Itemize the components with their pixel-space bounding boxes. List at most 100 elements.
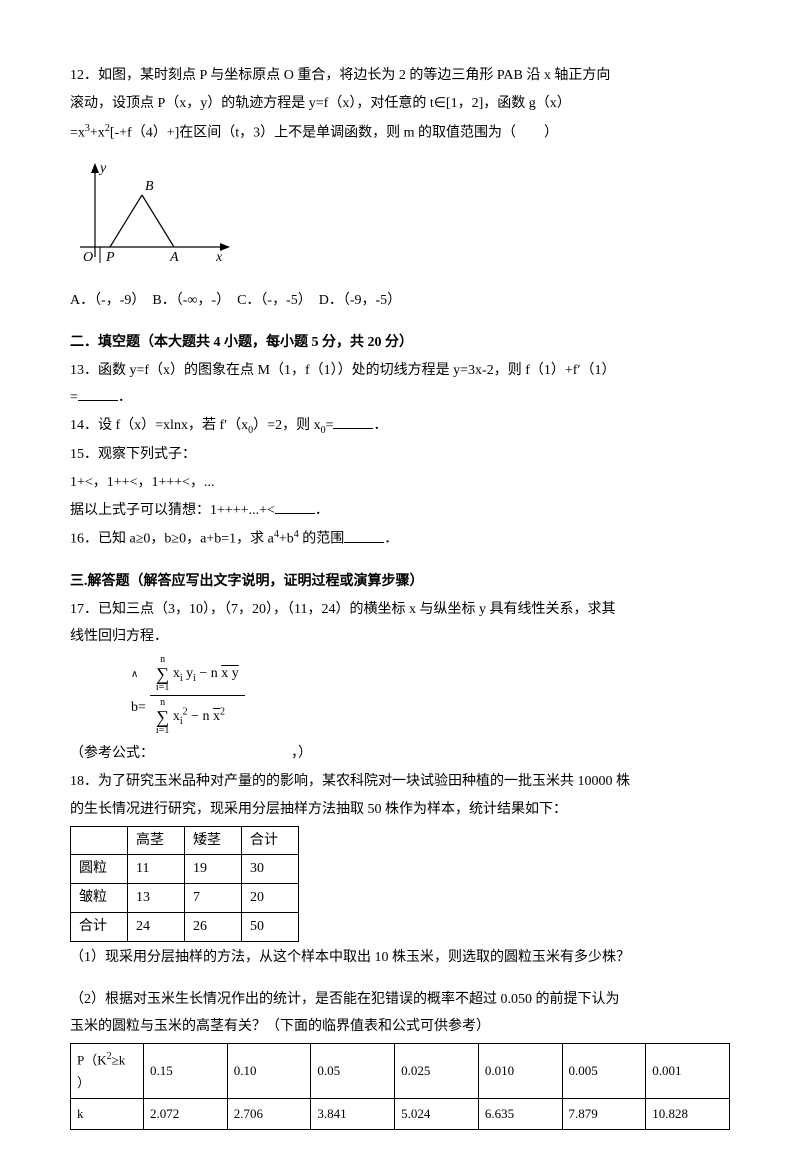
q12-l3-a: =x [70,125,85,140]
crit-c1: 0.15 [144,1044,228,1099]
sub-i1: i [180,673,183,684]
table-row: k 2.072 2.706 3.841 5.024 6.635 7.879 10… [71,1098,730,1129]
crit-c5: 0.010 [478,1044,562,1099]
q17-formula: ∧ b= n ∑ i=1 xi yi − n x y n ∑ i= [130,655,730,736]
crit-h1a: P（K [77,1053,107,1068]
crit-h1b: ≥k [112,1053,126,1068]
cell-r3c1: 合计 [71,913,128,942]
crit-k5: 6.635 [478,1098,562,1129]
table-row: P（K2≥k） 0.15 0.10 0.05 0.025 0.010 0.005… [71,1044,730,1099]
q16-a: 16．已知 a≥0，b≥0，a+b=1，求 a [70,532,274,547]
num-minus: − n [199,666,217,681]
q15-line1: 15．观察下列式子： [70,443,730,467]
crit-c2: 0.10 [227,1044,311,1099]
q18-sample-table: 高茎 矮茎 合计 圆粒 11 19 30 皱粒 13 7 20 合计 24 26… [70,826,299,942]
cell-r2c2: 13 [128,884,185,913]
sub-i2: i [193,673,196,684]
cell-r1c4: 30 [242,855,299,884]
cell-r3c2: 24 [128,913,185,942]
q18-line2: 的生长情况进行研究，现采用分层抽样方法抽取 50 株作为样本，统计结果如下： [70,798,730,822]
crit-kh: k [71,1098,144,1129]
cell-r3c4: 50 [242,913,299,942]
crit-c3: 0.05 [311,1044,395,1099]
q12-stem-line3: =x3+x2[-+f（4）+]在区间（t，3）上不是单调函数，则 m 的取值范围… [70,120,730,145]
sum-sigma-1: ∑ [156,665,169,683]
table-row: 合计 24 26 50 [71,913,299,942]
cell-h3: 矮茎 [185,826,242,855]
crit-h1c: ） [77,1075,90,1090]
x-axis-label: x [215,250,223,265]
origin-label: O [83,250,93,265]
point-p-label: P [105,250,115,265]
crit-c4: 0.025 [395,1044,479,1099]
point-b-label: B [145,179,154,194]
q15-line2: 1+<，1++<，1+++<，... [70,471,730,495]
q18-line1: 18．为了研究玉米品种对产量的的影响，某农科院对一块试验田种植的一批玉米共 10… [70,770,730,794]
cell-r2c1: 皱粒 [71,884,128,913]
den-xbar: x [213,709,220,724]
q16-c: 的范围 [299,532,345,547]
q12-stem-line1: 12．如图，某时刻点 P 与坐标原点 O 重合，将边长为 2 的等边三角形 PA… [70,64,730,88]
den-minus: − n [191,709,209,724]
exp-2b: 2 [183,707,188,718]
table-row: 皱粒 13 7 20 [71,884,299,913]
crit-c6: 0.005 [562,1044,646,1099]
critical-value-table: P（K2≥k） 0.15 0.10 0.05 0.025 0.010 0.005… [70,1043,730,1130]
q13-period: ． [118,390,132,405]
q16-line: 16．已知 a≥0，b≥0，a+b=1，求 a4+b4 的范围． [70,526,730,551]
table-row: 圆粒 11 19 30 [71,855,299,884]
q16-d: ． [384,532,398,547]
crit-h1: P（K2≥k） [71,1044,144,1099]
q13-line1: 13．函数 y=f（x）的图象在点 M（1，f（1））处的切线方程是 y=3x-… [70,359,730,383]
num-xybar: x y [221,666,239,681]
cell-r2c3: 7 [185,884,242,913]
cell-r1c3: 19 [185,855,242,884]
formula-lhs: b= [131,700,146,715]
q17-line1: 17．已知三点（3，10），（7，20），（11，24）的横坐标 x 与纵坐标 … [70,598,730,622]
q16-b: +b [279,532,294,547]
q14-c: = [326,418,334,433]
cell-h2: 高茎 [128,826,185,855]
table-row: 高茎 矮茎 合计 [71,826,299,855]
q13-line2: =． [70,386,730,410]
cell-h1 [71,826,128,855]
q18-p2a: （2）根据对玉米生长情况作出的统计，是否能在犯错误的概率不超过 0.050 的前… [70,988,730,1012]
cell-r1c1: 圆粒 [71,855,128,884]
crit-k1: 2.072 [144,1098,228,1129]
q14-b: ）=2，则 x [253,418,320,433]
exp-2c: 2 [220,707,225,718]
sum-sigma-2: ∑ [156,708,169,726]
crit-k3: 3.841 [311,1098,395,1129]
section3-title: 三.解答题（解答应写出文字说明，证明过程或演算步骤） [70,570,730,594]
q12-l3-b: +x [90,125,105,140]
cell-r2c4: 20 [242,884,299,913]
q15-l3b: ． [315,503,329,518]
q14-line: 14．设 f（x）=xlnx，若 f′（x0）=2，则 x0=． [70,414,730,439]
q13-blank[interactable] [78,386,118,401]
den-xi: x [173,709,180,724]
cell-r3c3: 26 [185,913,242,942]
sum-bot-1: i=1 [156,683,169,693]
y-axis-label: y [98,161,107,176]
point-a-label: A [169,250,179,265]
crit-k4: 5.024 [395,1098,479,1129]
cell-h4: 合计 [242,826,299,855]
q14-d: ． [373,418,387,433]
q12-options: A．（-，-9） B．（-∞，-） C．（-，-5） D．（-9，-5） [70,289,730,313]
section2-title: 二．填空题（本大题共 4 小题，每小题 5 分，共 20 分） [70,331,730,355]
q17-ref: （参考公式： ，） [70,742,730,766]
q14-a: 14．设 f（x）=xlnx，若 f′（x [70,418,248,433]
q15-blank[interactable] [275,499,315,514]
cell-r1c2: 11 [128,855,185,884]
q18-p2b: 玉米的圆粒与玉米的高茎有关？（下面的临界值表和公式可供参考） [70,1015,730,1039]
q16-blank[interactable] [344,528,384,543]
q17-ref-a: （参考公式： [70,746,154,761]
crit-c7: 0.001 [646,1044,730,1099]
q13-eq: = [70,390,78,405]
q15-l3a: 据以上式子可以猜想：1++++...+< [70,503,275,518]
q12-stem-line2: 滚动，设顶点 P（x，y）的轨迹方程是 y=f（x），对任意的 t∈[1，2]，… [70,92,730,116]
q17-ref-b: ，） [291,746,312,761]
q18-p1: （1）现采用分层抽样的方法，从这个样本中取出 10 株玉米，则选取的圆粒玉米有多… [70,946,730,970]
q14-blank[interactable] [333,414,373,429]
sum-bot-2: i=1 [156,726,169,736]
